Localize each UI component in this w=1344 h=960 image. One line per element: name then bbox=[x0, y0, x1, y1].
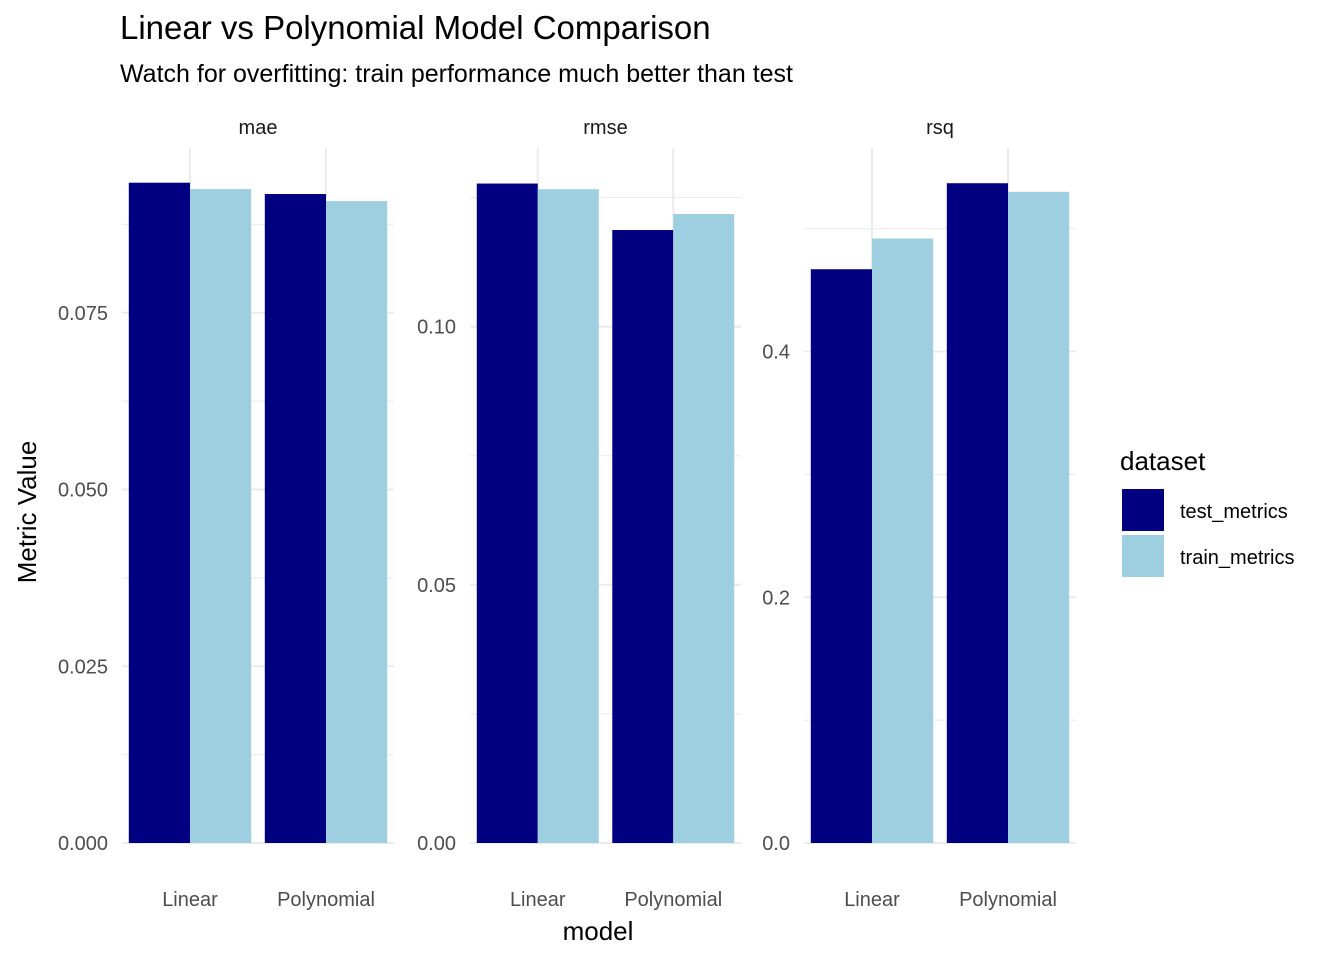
x-tick-label: Linear bbox=[162, 889, 218, 911]
chart-subtitle: Watch for overfitting: train performance… bbox=[120, 60, 793, 88]
y-tick-label: 0.2 bbox=[762, 587, 790, 609]
y-tick-label: 0.025 bbox=[58, 656, 108, 678]
chart-title: Linear vs Polynomial Model Comparison bbox=[120, 9, 711, 46]
facet-strip-label: mae bbox=[239, 117, 278, 139]
x-tick-label: Linear bbox=[844, 889, 900, 911]
legend-key-test-metrics bbox=[1122, 489, 1164, 531]
legend-key-train-metrics bbox=[1122, 535, 1164, 577]
bar-rmse-linear-train-metrics bbox=[537, 189, 599, 844]
x-tick-label: Linear bbox=[510, 889, 566, 911]
y-tick-label: 0.05 bbox=[417, 575, 456, 597]
facet-mae: mae 0.000 0.025 0.050 0.075 Linear Polynomial bbox=[58, 117, 394, 911]
bar-rmse-polynomial-train-metrics bbox=[673, 214, 735, 843]
bar-rsq-polynomial-test-metrics bbox=[946, 183, 1008, 843]
x-tick-label: Polynomial bbox=[959, 889, 1057, 911]
bar-rmse-linear-test-metrics bbox=[476, 183, 538, 844]
y-tick-label: 0.10 bbox=[417, 317, 456, 339]
legend: dataset test_metrics train_metrics bbox=[1120, 446, 1294, 577]
x-axis-title: model bbox=[563, 916, 634, 946]
bar-mae-linear-test-metrics bbox=[128, 182, 190, 843]
facet-rsq: rsq 0.0 0.2 0.4 Linear Polynomial bbox=[762, 117, 1076, 911]
bar-rmse-polynomial-test-metrics bbox=[612, 230, 674, 844]
y-tick-label: 0.050 bbox=[58, 480, 108, 502]
x-tick-label: Polynomial bbox=[624, 889, 722, 911]
y-tick-label: 0.0 bbox=[762, 833, 790, 855]
bar-mae-polynomial-train-metrics bbox=[326, 201, 388, 843]
legend-label-test-metrics: test_metrics bbox=[1180, 501, 1288, 523]
x-tick-label: Polynomial bbox=[277, 889, 375, 911]
y-axis-title: Metric Value bbox=[12, 441, 42, 584]
facet-strip-label: rmse bbox=[583, 117, 627, 139]
facet-strip-label: rsq bbox=[926, 117, 954, 139]
y-tick-label: 0.075 bbox=[58, 303, 108, 325]
facet-rmse: rmse 0.00 0.05 0.10 Linear Polynomial bbox=[417, 117, 741, 911]
bar-rsq-polynomial-train-metrics bbox=[1008, 191, 1070, 844]
bar-mae-polynomial-test-metrics bbox=[264, 194, 326, 843]
legend-label-train-metrics: train_metrics bbox=[1180, 547, 1294, 569]
bar-rsq-linear-test-metrics bbox=[810, 269, 872, 844]
y-tick-label: 0.000 bbox=[58, 833, 108, 855]
y-tick-label: 0.00 bbox=[417, 833, 456, 855]
bar-mae-linear-train-metrics bbox=[190, 189, 252, 843]
legend-title: dataset bbox=[1120, 446, 1206, 476]
bar-rsq-linear-train-metrics bbox=[872, 238, 934, 843]
y-tick-label: 0.4 bbox=[762, 342, 790, 364]
